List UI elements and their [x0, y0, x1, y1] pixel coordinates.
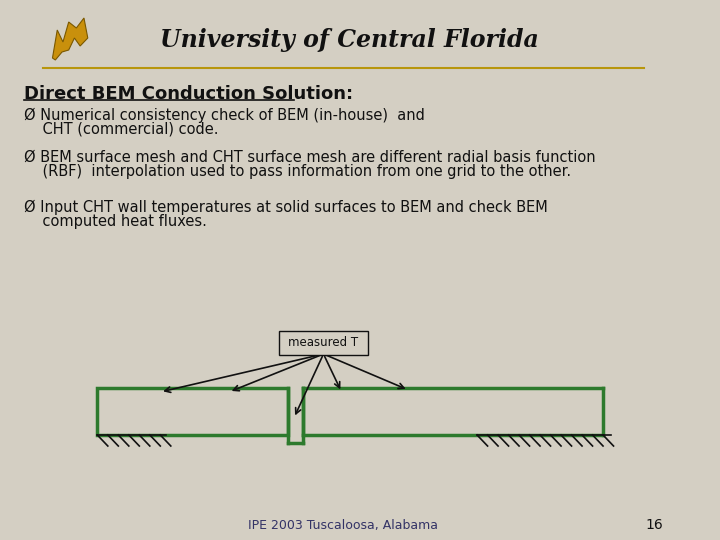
- Polygon shape: [53, 18, 88, 60]
- Text: CHT (commercial) code.: CHT (commercial) code.: [24, 122, 218, 137]
- Text: IPE 2003 Tuscaloosa, Alabama: IPE 2003 Tuscaloosa, Alabama: [248, 519, 438, 532]
- FancyBboxPatch shape: [279, 331, 369, 355]
- Bar: [97, 388, 288, 435]
- Text: Direct BEM Conduction Solution:: Direct BEM Conduction Solution:: [24, 85, 353, 103]
- Text: measured T: measured T: [289, 336, 359, 349]
- Text: University of Central Florida: University of Central Florida: [161, 28, 539, 52]
- Text: Ø Numerical consistency check of BEM (in-house)  and: Ø Numerical consistency check of BEM (in…: [24, 108, 425, 123]
- Text: computed heat fluxes.: computed heat fluxes.: [24, 214, 207, 229]
- Text: Ø BEM surface mesh and CHT surface mesh are different radial basis function: Ø BEM surface mesh and CHT surface mesh …: [24, 150, 595, 165]
- Text: (RBF)  interpolation used to pass information from one grid to the other.: (RBF) interpolation used to pass informa…: [24, 164, 571, 179]
- Text: Ø Input CHT wall temperatures at solid surfaces to BEM and check BEM: Ø Input CHT wall temperatures at solid s…: [24, 200, 548, 215]
- Text: 16: 16: [645, 518, 663, 532]
